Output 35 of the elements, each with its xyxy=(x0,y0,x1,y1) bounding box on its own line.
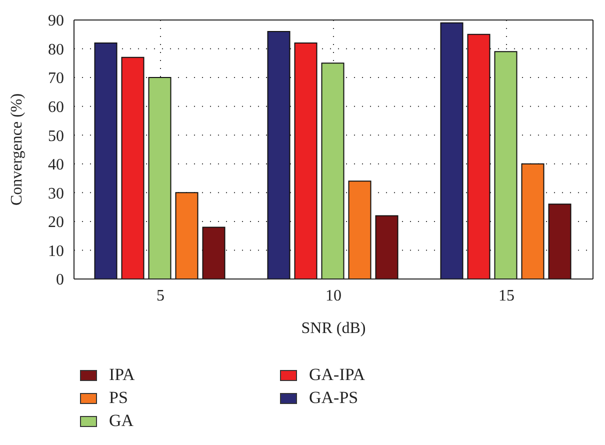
bar xyxy=(267,31,290,279)
y-tick-label: 80 xyxy=(48,41,64,58)
x-tick-label: 10 xyxy=(326,287,342,304)
bar xyxy=(175,192,198,279)
y-tick-label: 20 xyxy=(48,214,64,232)
bar xyxy=(321,62,344,279)
y-tick-label: 60 xyxy=(48,99,64,116)
legend-label: IPA xyxy=(109,365,135,385)
x-axis-title: SNR (dB) xyxy=(301,320,366,337)
legend-label: GA xyxy=(109,411,134,431)
bar xyxy=(494,51,518,279)
bar xyxy=(121,56,144,279)
y-tick-label: 90 xyxy=(48,12,64,30)
bar xyxy=(521,163,544,279)
y-tick-label: 40 xyxy=(48,156,64,174)
bar xyxy=(294,42,318,279)
y-tick-label: 70 xyxy=(48,70,64,88)
y-tick-label: 10 xyxy=(48,242,64,260)
y-tick-label: 30 xyxy=(48,185,64,202)
y-tick-label: 50 xyxy=(48,128,64,145)
y-axis-title: Convergence (%) xyxy=(8,93,26,206)
bar xyxy=(94,42,118,279)
bar xyxy=(348,180,372,279)
x-tick-label: 15 xyxy=(498,287,514,304)
legend-label: GA-IPA xyxy=(309,365,366,385)
bar xyxy=(375,215,398,279)
legend-label: PS xyxy=(109,388,128,408)
bar xyxy=(148,77,172,279)
y-tick-label: 0 xyxy=(56,272,64,289)
bar xyxy=(467,34,490,279)
bar xyxy=(202,226,226,279)
x-tick-label: 5 xyxy=(156,287,164,304)
legend-label: GA-PS xyxy=(309,388,358,408)
bar xyxy=(440,22,464,279)
bar xyxy=(548,204,572,279)
